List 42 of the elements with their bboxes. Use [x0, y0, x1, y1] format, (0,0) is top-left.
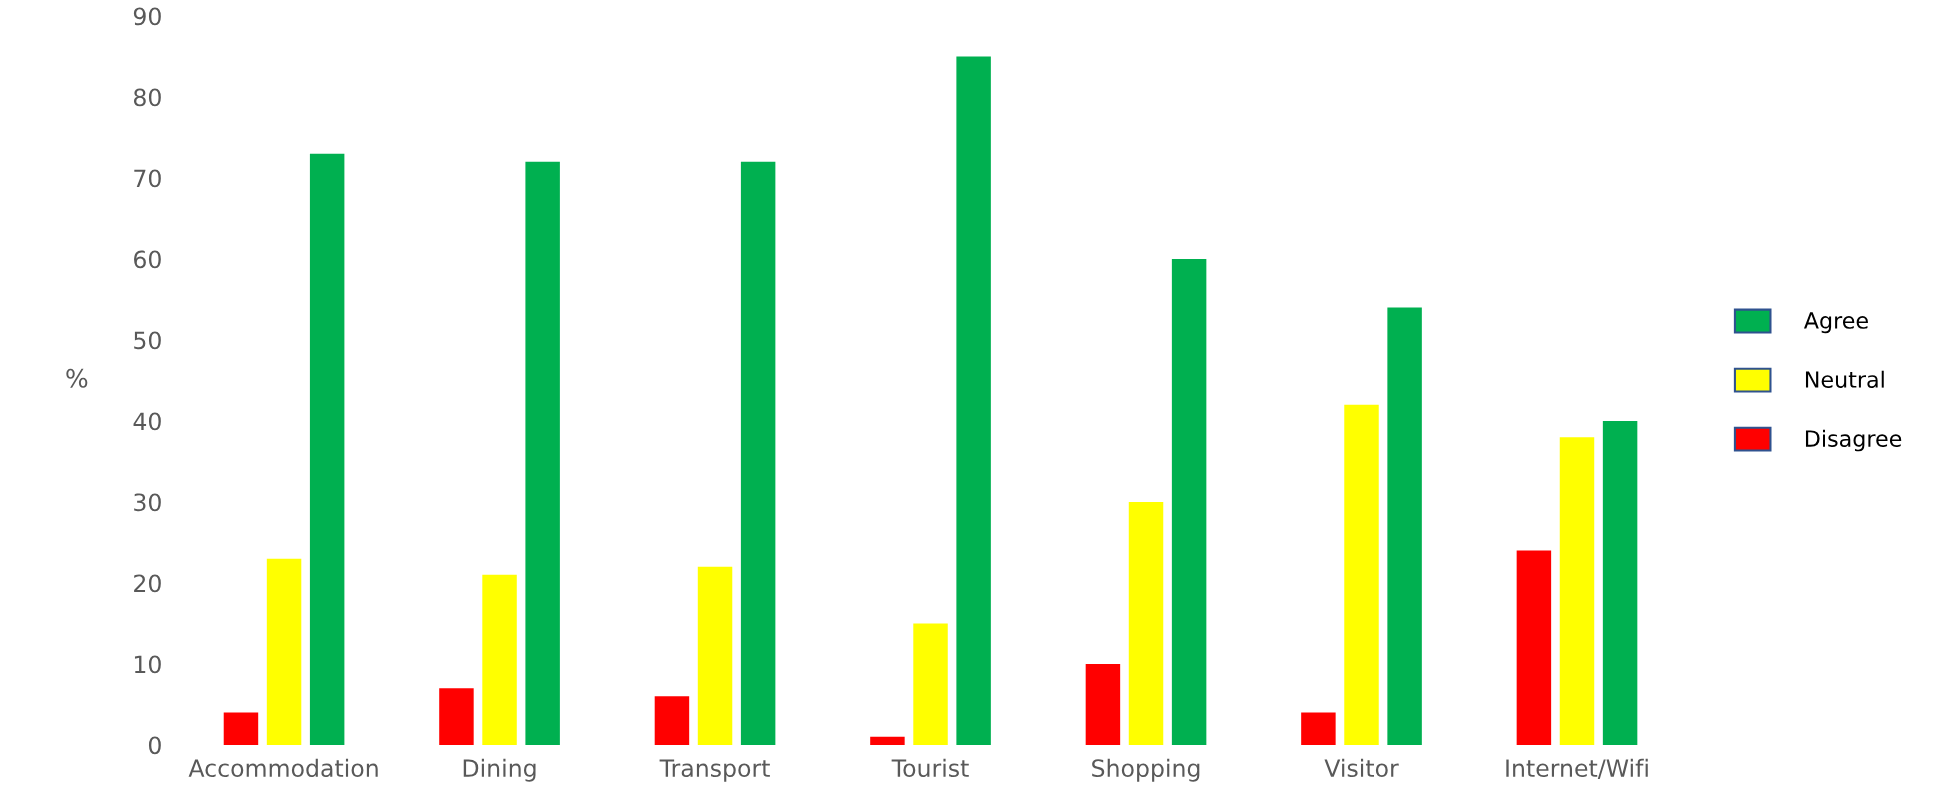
- x-tick-label: Internet/Wifi: [1506, 758, 1648, 779]
- y-tick-label: 40: [133, 412, 161, 431]
- bar: [439, 688, 474, 745]
- bar: [1171, 258, 1207, 745]
- y-tick-label: 50: [134, 331, 161, 350]
- y-tick-label: 0: [148, 736, 161, 755]
- bar: [223, 712, 259, 745]
- bar: [1559, 437, 1595, 745]
- y-tick-label: 80: [133, 88, 161, 107]
- bar: [482, 574, 517, 745]
- bar: [1344, 404, 1379, 745]
- legend-label: Disagree: [1805, 429, 1902, 452]
- bar: [1085, 663, 1121, 745]
- bar: [1516, 550, 1552, 745]
- y-tick-label: 30: [134, 493, 161, 512]
- bar: [266, 558, 302, 745]
- x-tick-label: Shopping: [1092, 758, 1200, 782]
- x-tick-label: Visitor: [1324, 758, 1399, 778]
- x-tick-label: Accommodation: [188, 758, 378, 778]
- bar: [697, 566, 733, 745]
- y-tick-label: 20: [134, 574, 161, 593]
- bar: [1387, 307, 1422, 745]
- bar: [870, 736, 905, 745]
- y-tick-label: 10: [134, 655, 161, 674]
- bar: [1128, 501, 1164, 745]
- bar: [956, 56, 991, 745]
- bar: [1301, 712, 1336, 745]
- y-tick-label: 90: [133, 7, 161, 26]
- bar: [740, 161, 776, 745]
- x-tick-label: Transport: [659, 759, 770, 782]
- legend-label: Neutral: [1805, 370, 1884, 388]
- legend-label: Agree: [1803, 312, 1868, 334]
- bar: [309, 153, 345, 745]
- y-axis-title: %: [66, 368, 88, 388]
- x-tick-label: Tourist: [891, 758, 969, 778]
- y-tick-label: 70: [134, 169, 161, 188]
- bar: [654, 696, 690, 745]
- bar: [525, 161, 560, 745]
- bar: [1602, 420, 1638, 745]
- x-tick-label: Dining: [463, 758, 536, 782]
- bar: [913, 623, 948, 745]
- y-tick-label: 60: [134, 250, 161, 269]
